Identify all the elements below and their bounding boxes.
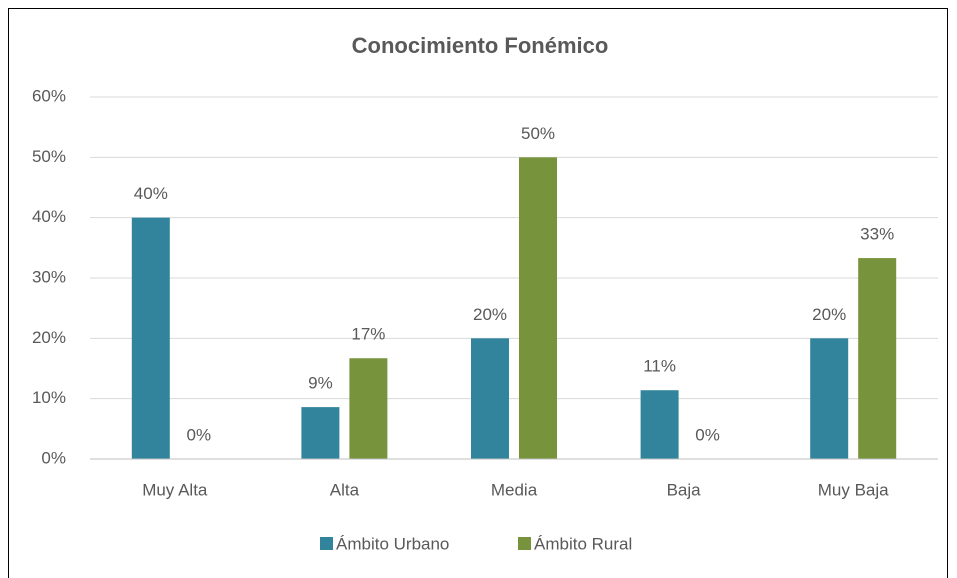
legend-label: Ámbito Rural [534, 534, 632, 553]
bar [301, 407, 340, 459]
legend-swatch [320, 537, 333, 550]
y-tick-label: 0% [41, 448, 66, 467]
data-label: 20% [473, 305, 507, 324]
bar [131, 217, 170, 459]
y-tick-label: 50% [32, 147, 66, 166]
bar [471, 338, 509, 459]
y-tick-label: 30% [32, 267, 66, 286]
data-label: 9% [308, 374, 333, 393]
x-tick-label: Muy Alta [142, 480, 208, 499]
data-label: 0% [187, 425, 212, 444]
x-tick-label: Alta [330, 480, 360, 499]
data-label: 50% [521, 124, 555, 143]
y-tick-label: 40% [32, 207, 66, 226]
bar [640, 390, 679, 459]
x-tick-label: Baja [667, 480, 702, 499]
bar [349, 358, 388, 459]
bar [519, 157, 557, 460]
legend-swatch [518, 537, 531, 550]
bar [810, 338, 849, 459]
y-tick-label: 10% [32, 388, 66, 407]
chart-title: Conocimiento Fonémico [352, 33, 609, 58]
data-label: 0% [695, 425, 720, 444]
y-tick-label: 60% [32, 86, 66, 105]
y-tick-label: 20% [32, 328, 66, 347]
data-label: 33% [860, 225, 894, 244]
data-label: 20% [812, 305, 846, 324]
data-label: 11% [643, 357, 676, 376]
legend-label: Ámbito Urbano [336, 534, 449, 553]
x-tick-label: Muy Baja [818, 480, 889, 499]
data-label: 40% [134, 184, 168, 203]
data-label: 17% [351, 325, 385, 344]
bar [858, 258, 897, 459]
x-tick-label: Media [491, 480, 538, 499]
